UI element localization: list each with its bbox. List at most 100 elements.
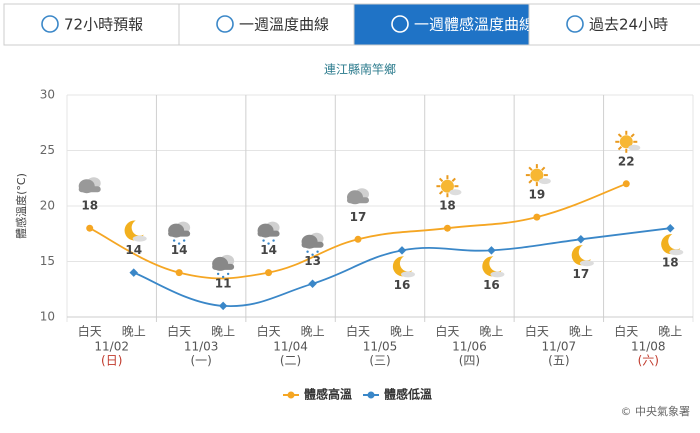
- date-label: 11/04: [273, 340, 308, 354]
- legend-label[interactable]: 體感低溫: [384, 387, 432, 402]
- weather-icon: [392, 256, 412, 277]
- tab-label: 一週溫度曲線: [239, 16, 329, 34]
- weather-icon: [316, 250, 319, 253]
- chart-title: 連江縣南竿鄉: [324, 62, 396, 77]
- weather-icon: [617, 146, 623, 151]
- weather-icon: [272, 239, 275, 242]
- tab[interactable]: [3, 3, 180, 46]
- weather-icon: [541, 166, 546, 171]
- data-label: 13: [304, 254, 321, 268]
- tab-icon: [566, 15, 584, 33]
- legend-swatch: [287, 391, 295, 399]
- y-tick-label: 15: [40, 254, 55, 268]
- period-label: 白天: [435, 324, 459, 339]
- weekday-label: (三): [369, 354, 390, 368]
- weather-icon: [216, 272, 220, 276]
- weekday-label: (二): [280, 354, 301, 368]
- weather-icon: [221, 275, 225, 279]
- data-point: [86, 224, 94, 232]
- data-label: 22: [618, 154, 635, 168]
- y-tick-label: 20: [40, 199, 55, 213]
- weekday-label: (五): [548, 354, 569, 368]
- tab-icon: [41, 15, 59, 33]
- period-label: 晚上: [301, 325, 325, 339]
- credit: © 中央氣象署: [621, 404, 691, 418]
- weather-icon: [571, 245, 591, 266]
- tab-bar: 72小時預報 一週溫度曲線 一週體感溫度曲線 過去24小時: [3, 3, 700, 46]
- data-label: 16: [394, 278, 411, 292]
- tab-label: 一週體感溫度曲線: [414, 16, 534, 34]
- data-label: 16: [483, 278, 500, 292]
- tab-label: 過去24小時: [589, 16, 668, 34]
- weekday-label: (日): [101, 354, 122, 368]
- data-label: 17: [573, 267, 590, 281]
- tab[interactable]: [353, 3, 530, 46]
- tab-label: 72小時預報: [64, 16, 143, 34]
- weather-icon: [538, 178, 551, 185]
- weekday-label: (六): [638, 354, 659, 368]
- data-label: 14: [125, 243, 142, 257]
- date-label: 11/05: [363, 340, 398, 354]
- period-label: 晚上: [390, 325, 414, 339]
- date-label: 11/07: [542, 340, 577, 354]
- y-tick-label: 25: [40, 143, 55, 157]
- period-label: 晚上: [658, 325, 682, 339]
- period-label: 白天: [257, 324, 281, 339]
- period-label: 晚上: [211, 325, 235, 339]
- y-tick-label: 30: [40, 88, 55, 102]
- weather-icon: [347, 197, 369, 204]
- tab[interactable]: [528, 3, 700, 46]
- date-label: 11/08: [631, 340, 666, 354]
- data-point: [487, 246, 496, 255]
- legend-label[interactable]: 體感高溫: [304, 387, 352, 402]
- weather-icon: [530, 168, 544, 182]
- date-label: 11/02: [94, 340, 129, 354]
- weather-icon: [451, 177, 456, 182]
- weather-icon: [617, 133, 623, 138]
- period-label: 晚上: [569, 325, 593, 339]
- period-label: 晚上: [479, 325, 503, 339]
- weather-icon: [528, 166, 533, 171]
- weather-icon: [226, 272, 230, 276]
- weather-icon: [628, 144, 641, 151]
- data-label: 14: [171, 243, 188, 257]
- period-label: 白天: [614, 324, 638, 339]
- period-label: 白天: [346, 324, 370, 339]
- period-label: 晚上: [122, 325, 146, 339]
- data-point: [129, 268, 138, 277]
- weather-icon: [528, 179, 533, 184]
- data-label: 17: [350, 210, 367, 224]
- weather-icon: [661, 234, 681, 255]
- weather-icon: [619, 135, 633, 149]
- period-label: 白天: [167, 324, 191, 339]
- weather-icon: [438, 177, 444, 182]
- weather-icon: [267, 242, 270, 245]
- weather-icon: [262, 239, 265, 242]
- date-label: 11/03: [184, 340, 219, 354]
- data-label: 11: [215, 276, 232, 290]
- weather-icon: [630, 133, 635, 138]
- weather-icon: [124, 220, 144, 241]
- weather-icon: [438, 190, 444, 195]
- y-axis-label: 體感溫度(°C): [14, 173, 28, 239]
- weather-icon: [449, 189, 462, 196]
- weekday-label: (一): [190, 354, 211, 368]
- weather-icon: [182, 239, 186, 242]
- weather-icon: [172, 239, 176, 242]
- tab-icon: [391, 15, 409, 33]
- weather-icon: [579, 260, 594, 267]
- weather-icon: [306, 250, 309, 253]
- weather-icon: [132, 235, 147, 242]
- y-tick-label: 10: [40, 310, 55, 324]
- legend-swatch: [367, 391, 375, 399]
- tab[interactable]: [178, 3, 355, 46]
- data-point: [354, 235, 362, 243]
- data-label: 18: [81, 199, 98, 213]
- data-label: 19: [529, 188, 546, 202]
- data-point: [622, 180, 630, 188]
- weather-icon: [168, 230, 191, 237]
- data-point: [397, 246, 407, 255]
- weather-icon: [257, 230, 280, 237]
- data-label: 18: [439, 199, 456, 213]
